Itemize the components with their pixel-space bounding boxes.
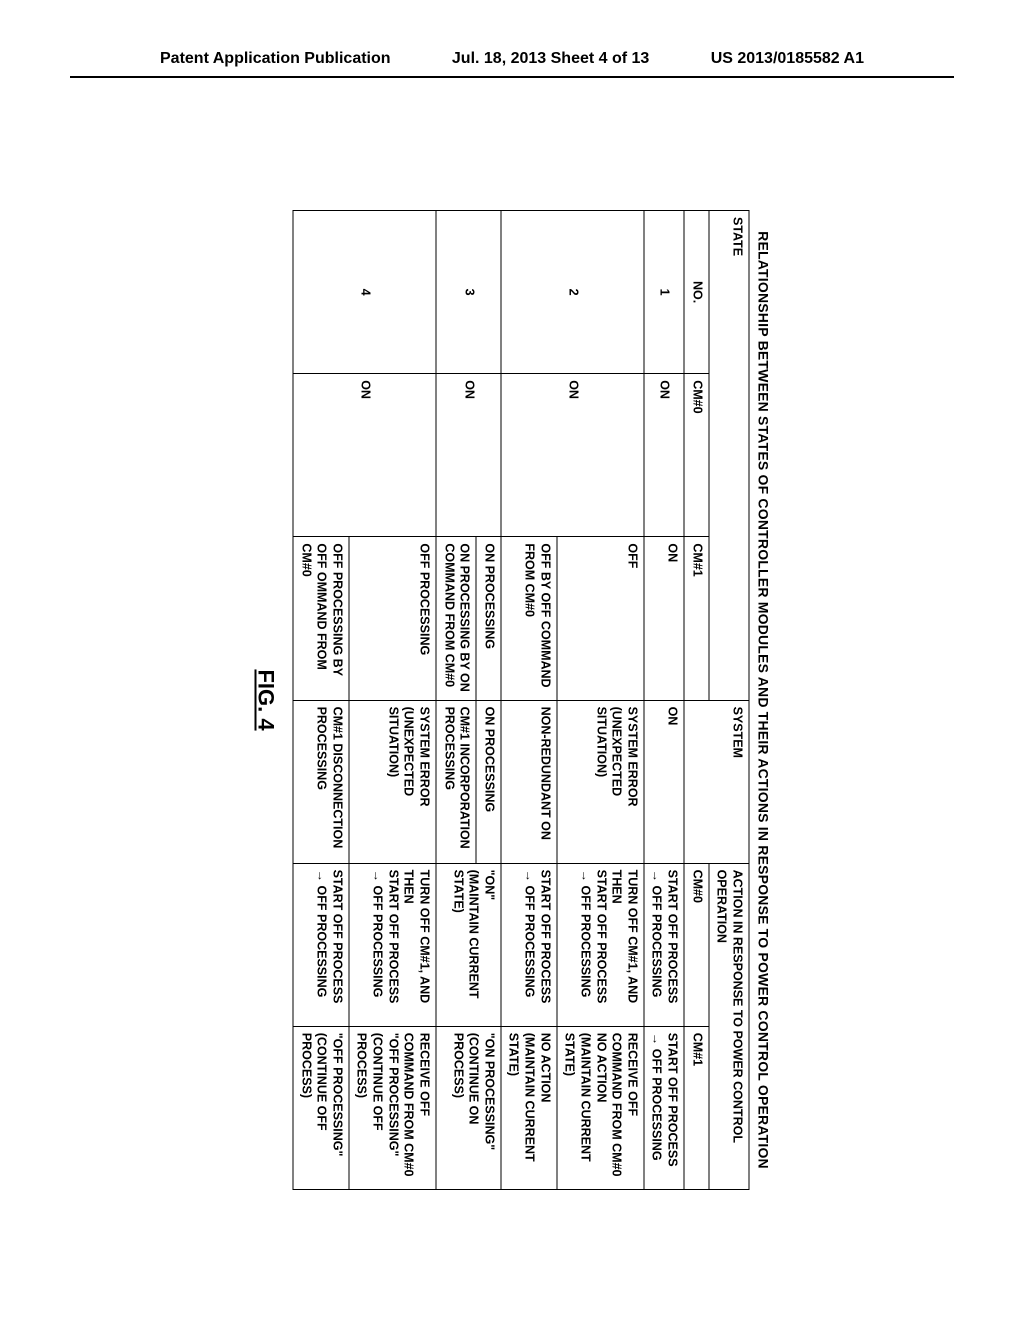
cell-cm0: ON	[501, 374, 644, 537]
cell-action-cm0: START OFF PROCESS → OFF PROCESSING	[644, 863, 684, 1026]
cell-cm0: ON	[293, 374, 436, 537]
col-header-cm0: CM#0	[684, 374, 709, 537]
cell-action-cm0: START OFF PROCESS → OFF PROCESSING	[293, 863, 349, 1026]
header-right: US 2013/0185582 A1	[711, 50, 864, 68]
rotated-content: RELATIONSHIP BETWEEN STATES OF CONTROLLE…	[253, 210, 772, 1190]
cell-cm1: OFF PROCESSING	[349, 537, 436, 700]
cell-no: 3	[436, 211, 501, 374]
cell-cm0: ON	[644, 374, 684, 537]
group-header-row: STATE SYSTEM ACTION IN RESPONSE TO POWER…	[709, 211, 749, 1190]
cell-cm1: OFF PROCESSING BY OFF OMMAND FROM CM#0	[293, 537, 349, 700]
cell-action-cm1: "ON PROCESSING" (CONTINUE ON PROCESS)	[436, 1026, 501, 1189]
cell-system: ON	[644, 700, 684, 863]
cell-system: SYSTEM ERROR (UNEXPECTED SITUATION)	[557, 700, 644, 863]
cell-system: NON-REDUNDANT ON	[501, 700, 557, 863]
cell-action-cm0: "ON" (MAINTAIN CURRENT STATE)	[436, 863, 501, 1026]
cell-no: 1	[644, 211, 684, 374]
col-header-cm1: CM#1	[684, 537, 709, 700]
figure-area: RELATIONSHIP BETWEEN STATES OF CONTROLLE…	[0, 150, 1024, 1250]
figure-label: FIG. 4	[253, 210, 279, 1190]
cell-action-cm1: START OFF PROCESS → OFF PROCESSING	[644, 1026, 684, 1189]
cell-action-cm1: "OFF PROCESSING" (CONTINUE OFF PROCESS)	[293, 1026, 349, 1189]
state-action-table: STATE SYSTEM ACTION IN RESPONSE TO POWER…	[293, 210, 750, 1190]
group-header-state: STATE	[709, 211, 749, 701]
table-body: 1ONONONSTART OFF PROCESS → OFF PROCESSIN…	[293, 211, 684, 1190]
cell-action-cm1: NO ACTION (MAINTAIN CURRENT STATE)	[501, 1026, 557, 1189]
cell-system: SYSTEM ERROR (UNEXPECTED SITUATION)	[349, 700, 436, 863]
cell-system: ON PROCESSING	[476, 700, 501, 863]
col-header-row: NO. CM#0 CM#1 CM#0 CM#1	[684, 211, 709, 1190]
cell-action-cm1: RECEIVE OFF COMMAND FROM CM#0 NO ACTION …	[557, 1026, 644, 1189]
cell-cm1: ON PROCESSING	[476, 537, 501, 700]
cell-cm0: ON	[436, 374, 501, 537]
table-row: 4ONOFF PROCESSINGSYSTEM ERROR (UNEXPECTE…	[349, 211, 436, 1190]
header-left: Patent Application Publication	[160, 50, 391, 68]
table-row: 1ONONONSTART OFF PROCESS → OFF PROCESSIN…	[644, 211, 684, 1190]
cell-action-cm1: RECEIVE OFF COMMAND FROM CM#0 "OFF PROCE…	[349, 1026, 436, 1189]
cell-action-cm0: TURN OFF CM#1, AND THEN START OFF PROCES…	[557, 863, 644, 1026]
header-center: Jul. 18, 2013 Sheet 4 of 13	[452, 50, 649, 68]
cell-no: 2	[501, 211, 644, 374]
cell-no: 4	[293, 211, 436, 374]
cell-cm1: ON	[644, 537, 684, 700]
cell-action-cm0: TURN OFF CM#1, AND THEN START OFF PROCES…	[349, 863, 436, 1026]
cell-system: CM#1 INCORPORATION PROCESSING	[436, 700, 476, 863]
col-header-system: SYSTEM	[684, 700, 749, 863]
group-header-action: ACTION IN RESPONSE TO POWER CONTROL OPER…	[709, 863, 749, 1189]
table-row: 2ONOFFSYSTEM ERROR (UNEXPECTED SITUATION…	[557, 211, 644, 1190]
col-header-actcm0: CM#0	[684, 863, 709, 1026]
cell-cm1: OFF BY OFF COMMAND FROM CM#0	[501, 537, 557, 700]
page-header: Patent Application Publication Jul. 18, …	[70, 0, 954, 78]
cell-cm1: ON PROCESSING BY ON COMMAND FROM CM#0	[436, 537, 476, 700]
cell-system: CM#1 DISCONNECTION PROCESSING	[293, 700, 349, 863]
cell-action-cm0: START OFF PROCESS → OFF PROCESSING	[501, 863, 557, 1026]
table-row: 3ONON PROCESSINGON PROCESSING"ON" (MAINT…	[476, 211, 501, 1190]
col-header-actcm1: CM#1	[684, 1026, 709, 1189]
cell-cm1: OFF	[557, 537, 644, 700]
col-header-no: NO.	[684, 211, 709, 374]
table-title: RELATIONSHIP BETWEEN STATES OF CONTROLLE…	[756, 210, 772, 1190]
